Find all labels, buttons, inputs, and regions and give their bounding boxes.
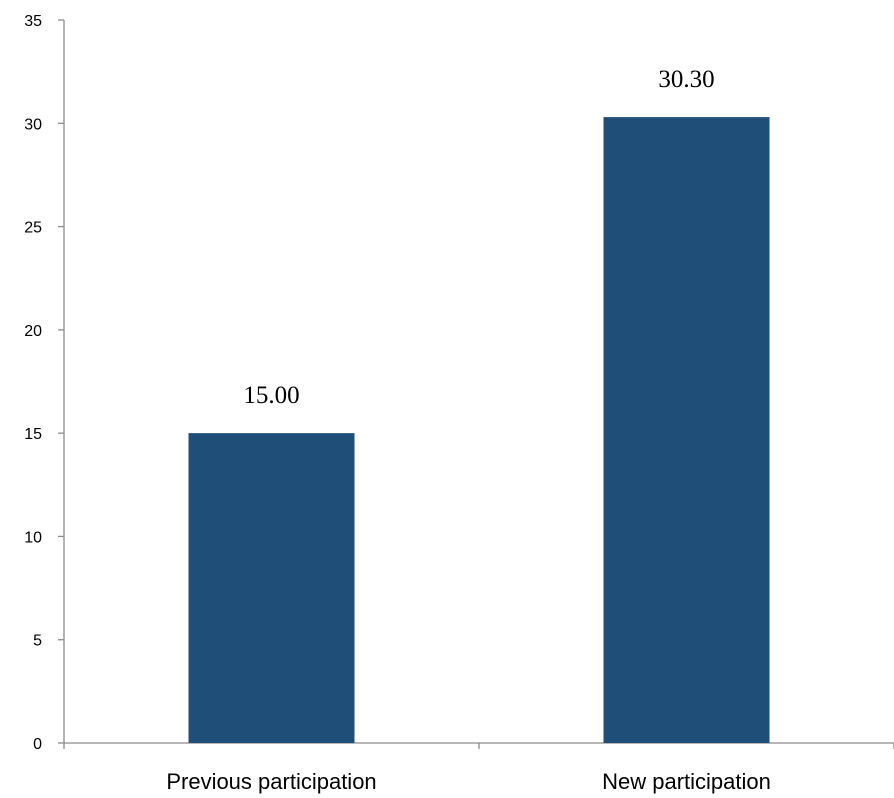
y-tick-label: 25 — [24, 220, 42, 237]
data-label: 15.00 — [243, 382, 299, 409]
bars — [188, 117, 770, 744]
y-axis: 0 5 10 15 20 25 30 35 — [24, 13, 65, 753]
x-category-label: New participation — [602, 769, 771, 794]
bar — [603, 117, 770, 744]
y-tick-label: 20 — [24, 323, 42, 340]
y-tick-label: 30 — [24, 116, 42, 133]
y-tick-label: 35 — [24, 13, 42, 30]
x-axis: Previous participation New participation — [63, 742, 894, 794]
y-tick-label: 0 — [33, 736, 42, 753]
data-labels: 15.00 30.30 — [243, 66, 714, 409]
y-tick-label: 10 — [24, 529, 42, 546]
data-label: 30.30 — [658, 66, 714, 93]
y-tick-label: 5 — [33, 633, 42, 650]
bar — [188, 433, 355, 743]
x-category-label: Previous participation — [166, 769, 376, 794]
y-tick-label: 15 — [24, 426, 42, 443]
